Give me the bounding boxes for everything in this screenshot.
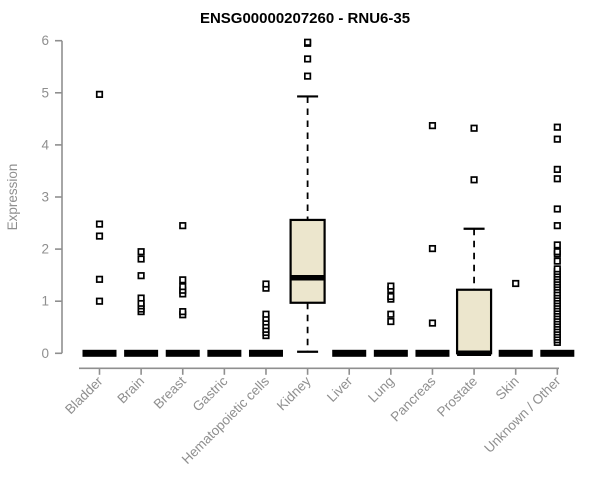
collapsed-box [207, 349, 242, 357]
x-tick-label: Breast [151, 373, 189, 411]
outlier-point [179, 308, 187, 316]
outlier-point [553, 135, 561, 143]
y-tick-label: 4 [41, 137, 49, 152]
outlier-point [179, 276, 187, 284]
outlier-point [304, 55, 312, 63]
collapsed-box [248, 349, 283, 357]
outlier-point [428, 122, 437, 130]
x-tick-label: Pancreas [388, 373, 439, 424]
outlier-point [137, 255, 145, 263]
outlier-point [553, 248, 561, 256]
x-tick-label: Skin [493, 374, 522, 403]
y-tick-label: 2 [41, 242, 49, 257]
outlier-point [262, 310, 270, 318]
collapsed-box [540, 349, 575, 357]
outlier-point [95, 220, 104, 228]
outlier-point [95, 275, 104, 283]
x-tick-label: Gastric [190, 373, 231, 414]
outlier-point [95, 297, 104, 305]
box [289, 218, 326, 304]
y-tick-label: 6 [41, 33, 49, 48]
outlier-point [553, 165, 561, 173]
y-axis-label: Expression [5, 164, 20, 231]
outlier-point [387, 317, 395, 326]
x-tick-label: Kidney [274, 373, 314, 413]
outlier-point [553, 222, 561, 230]
outlier-point [553, 257, 561, 265]
outlier-point [179, 283, 187, 291]
outlier-point [387, 310, 395, 318]
collapsed-box [498, 349, 533, 357]
box [455, 288, 493, 355]
collapsed-box [82, 349, 117, 357]
outlier-point [95, 90, 104, 98]
outlier-point [137, 248, 145, 256]
outlier-point [428, 244, 437, 253]
outlier-point [387, 292, 395, 301]
outlier-point [95, 232, 104, 240]
outlier-point [553, 175, 561, 183]
collapsed-box [165, 349, 200, 357]
outlier-point [553, 241, 561, 249]
outlier-point [137, 272, 145, 280]
outlier-point [470, 124, 478, 132]
x-tick-label: Prostate [434, 374, 480, 420]
outlier-point [304, 72, 312, 80]
y-tick-label: 0 [41, 346, 49, 361]
outlier-point [387, 282, 395, 290]
outlier-point [428, 319, 437, 327]
outlier-point [470, 176, 478, 184]
collapsed-box [415, 349, 450, 357]
outlier-point [553, 123, 561, 131]
outlier-point [553, 265, 561, 273]
outlier-point [179, 222, 187, 230]
collapsed-box [332, 349, 367, 357]
outlier-point [304, 38, 312, 46]
outlier-point [137, 294, 145, 302]
collapsed-box [373, 349, 408, 357]
outlier-point [262, 280, 270, 288]
x-tick-label: Unknown / Other [481, 373, 564, 456]
collapsed-box [124, 349, 159, 357]
x-tick-label: Bladder [62, 373, 106, 417]
outlier-point [512, 279, 520, 288]
x-tick-label: Lung [365, 374, 397, 406]
y-tick-label: 5 [41, 85, 49, 100]
y-tick-label: 1 [41, 294, 49, 309]
x-tick-label: Liver [324, 373, 356, 405]
x-tick-label: Brain [114, 374, 147, 407]
outlier-point [553, 205, 561, 213]
chart-title: ENSG00000207260 - RNU6-35 [200, 10, 410, 27]
y-tick-label: 3 [41, 190, 49, 205]
